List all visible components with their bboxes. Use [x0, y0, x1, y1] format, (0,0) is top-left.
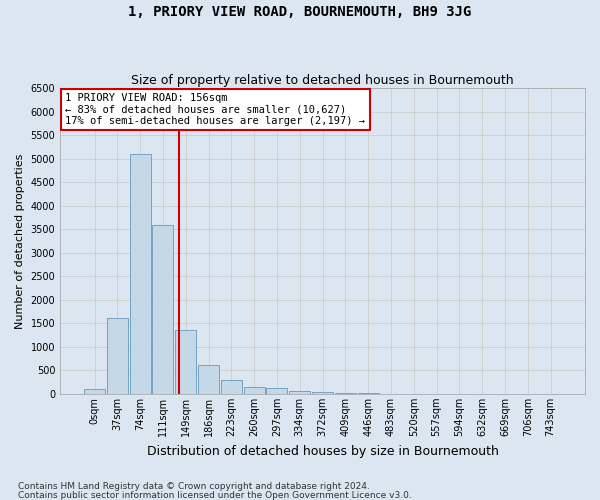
Bar [244, 387, 265, 394]
Bar [107, 318, 128, 394]
Bar [335, 393, 356, 394]
X-axis label: Distribution of detached houses by size in Bournemouth: Distribution of detached houses by size … [146, 444, 499, 458]
Bar [84, 389, 105, 394]
Bar [152, 224, 173, 394]
Bar [221, 380, 242, 394]
Title: Size of property relative to detached houses in Bournemouth: Size of property relative to detached ho… [131, 74, 514, 87]
Text: Contains HM Land Registry data © Crown copyright and database right 2024.: Contains HM Land Registry data © Crown c… [18, 482, 370, 491]
Text: Contains public sector information licensed under the Open Government Licence v3: Contains public sector information licen… [18, 490, 412, 500]
Bar [175, 330, 196, 394]
Bar [312, 392, 333, 394]
Text: 1, PRIORY VIEW ROAD, BOURNEMOUTH, BH9 3JG: 1, PRIORY VIEW ROAD, BOURNEMOUTH, BH9 3J… [128, 5, 472, 19]
Y-axis label: Number of detached properties: Number of detached properties [15, 154, 25, 328]
Bar [130, 154, 151, 394]
Bar [266, 388, 287, 394]
Bar [289, 391, 310, 394]
Text: 1 PRIORY VIEW ROAD: 156sqm
← 83% of detached houses are smaller (10,627)
17% of : 1 PRIORY VIEW ROAD: 156sqm ← 83% of deta… [65, 93, 365, 126]
Bar [198, 365, 219, 394]
